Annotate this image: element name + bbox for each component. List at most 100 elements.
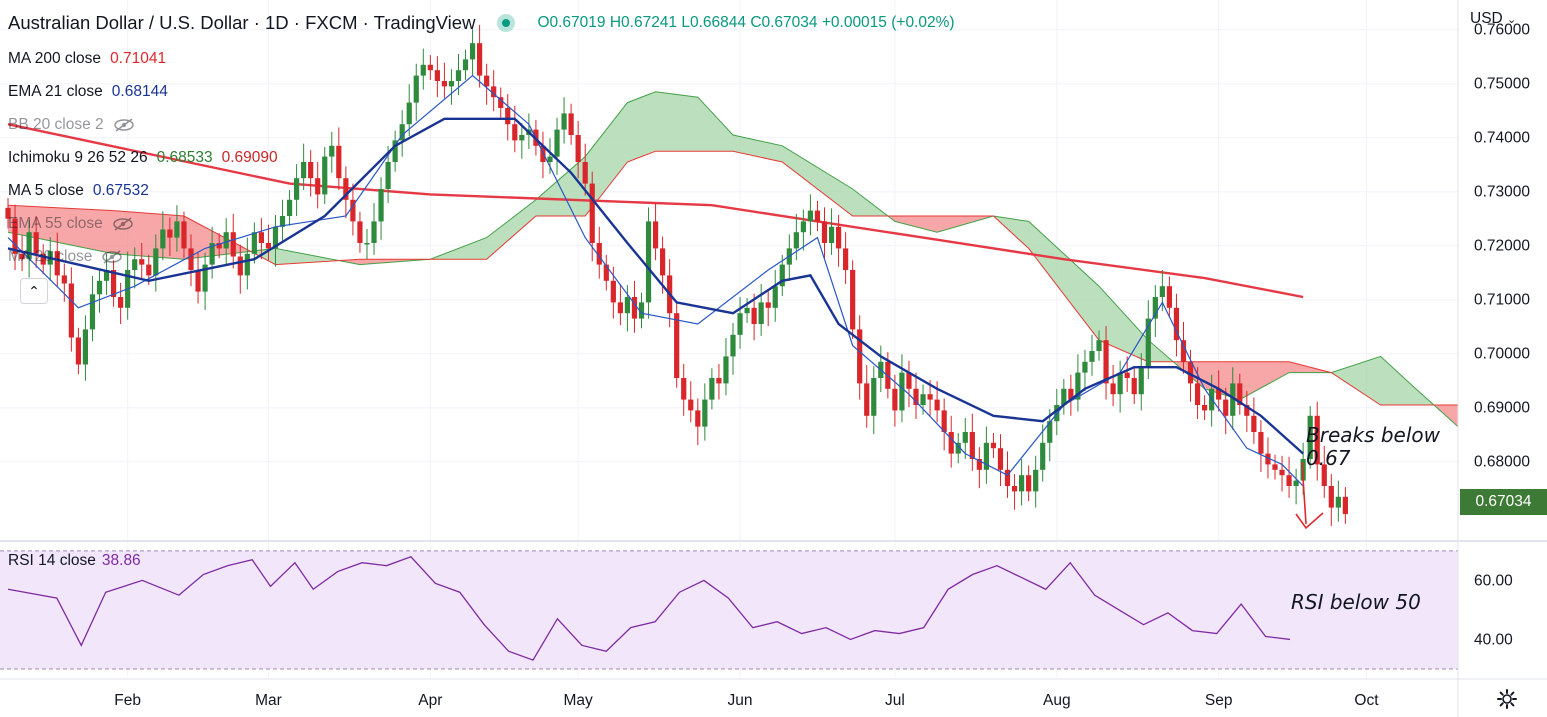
candle-down bbox=[5, 207, 11, 219]
candle-up bbox=[730, 334, 736, 357]
eye-crossed-icon[interactable] bbox=[113, 117, 135, 132]
candle-down bbox=[589, 183, 595, 243]
candle-up bbox=[385, 162, 391, 189]
candle-down bbox=[850, 270, 856, 330]
candle-up bbox=[645, 221, 652, 303]
candle-down bbox=[1011, 486, 1018, 492]
candle-up bbox=[132, 259, 138, 270]
time-tick-label: Jun bbox=[728, 692, 753, 709]
chart-title-bar: Australian Dollar / U.S. Dollar · 1D · F… bbox=[8, 12, 955, 34]
candle-up bbox=[807, 210, 814, 222]
candle-down bbox=[575, 135, 581, 162]
candle-down bbox=[110, 270, 117, 297]
legend-value: 0.68533 bbox=[156, 148, 213, 166]
candle-down bbox=[498, 97, 504, 108]
candle-up bbox=[160, 229, 166, 249]
candle-down bbox=[1187, 361, 1194, 384]
candle-down bbox=[336, 145, 342, 179]
candle-down bbox=[906, 372, 912, 389]
breaks-annotation: Breaks below 0.67 bbox=[1306, 424, 1440, 470]
candle-down bbox=[814, 210, 821, 222]
candle-up bbox=[462, 59, 469, 71]
rsi-value: 38.86 bbox=[101, 552, 141, 569]
candle-up bbox=[709, 378, 715, 400]
candle-down bbox=[68, 283, 74, 338]
rsi-legend[interactable]: RSI 14 close 38.86 bbox=[8, 552, 141, 570]
candle-up bbox=[737, 313, 743, 335]
eye-crossed-icon[interactable] bbox=[112, 216, 134, 231]
candle-down bbox=[1103, 340, 1109, 384]
candle-up bbox=[448, 81, 455, 87]
market-status-icon[interactable] bbox=[497, 14, 516, 32]
legend-ema55[interactable]: EMA 55 close bbox=[8, 207, 287, 240]
price-tick-label: 0.72000 bbox=[1474, 238, 1530, 255]
legend-value-2: 0.69090 bbox=[221, 148, 278, 166]
collapse-legend-button[interactable]: ⌃ bbox=[20, 278, 48, 304]
candle-up bbox=[1082, 361, 1088, 373]
candle-down bbox=[596, 243, 602, 265]
legend-bb20[interactable]: BB 20 close 2 bbox=[8, 108, 287, 141]
candle-down bbox=[1131, 378, 1137, 395]
candle-up bbox=[286, 199, 293, 216]
candle-down bbox=[582, 162, 588, 184]
candle-up bbox=[413, 75, 419, 103]
candle-down bbox=[1237, 383, 1243, 405]
gear-icon[interactable] bbox=[1496, 688, 1518, 710]
candle-down bbox=[61, 275, 67, 284]
candle-down bbox=[969, 432, 975, 459]
candle-down bbox=[1244, 405, 1250, 416]
legend-ma20[interactable]: MA 20 close bbox=[8, 240, 287, 273]
ema21-line bbox=[7, 117, 1304, 455]
cloud-bearish-segment bbox=[891, 216, 994, 233]
legend-ichimoku[interactable]: Ichimoku 9 26 52 26 0.68533 0.69090 bbox=[8, 141, 287, 174]
candle-down bbox=[505, 108, 511, 125]
legend-ema21[interactable]: EMA 21 close 0.68144 bbox=[8, 75, 287, 108]
candle-up bbox=[1293, 480, 1299, 486]
candle-down bbox=[484, 75, 490, 87]
price-tick-label: 0.73000 bbox=[1474, 184, 1530, 201]
candle-down bbox=[765, 302, 771, 308]
rsi-panel: 60.00 40.00 bbox=[0, 550, 1513, 670]
eye-crossed-icon[interactable] bbox=[101, 249, 123, 264]
candle-down bbox=[1216, 388, 1222, 400]
time-tick-label: May bbox=[563, 692, 593, 709]
candle-down bbox=[491, 86, 497, 98]
candle-down bbox=[1110, 383, 1116, 395]
candle-down bbox=[948, 432, 954, 454]
time-tick-label: Mar bbox=[255, 692, 282, 709]
candle-down bbox=[652, 221, 659, 249]
rsi-tick-label: 40.00 bbox=[1474, 631, 1513, 648]
candle-up bbox=[1089, 351, 1095, 362]
candle-down bbox=[188, 248, 194, 270]
candle-down bbox=[913, 388, 919, 405]
candle-down bbox=[617, 302, 623, 314]
candle-up bbox=[800, 221, 806, 233]
candle-up bbox=[638, 302, 645, 319]
candle-up bbox=[301, 162, 307, 179]
candle-up bbox=[828, 226, 835, 243]
cloud-span-a bbox=[7, 91, 1459, 427]
legend-ma5[interactable]: MA 5 close 0.67532 bbox=[8, 174, 287, 207]
candle-down bbox=[265, 243, 272, 249]
candle-down bbox=[315, 178, 321, 195]
legend-ma200[interactable]: MA 200 close 0.71041 bbox=[8, 42, 287, 75]
candle-down bbox=[1265, 453, 1271, 465]
currency-selector[interactable]: USD ⌄ bbox=[1470, 10, 1516, 28]
candle-down bbox=[751, 307, 757, 324]
legend-label: BB 20 close 2 bbox=[8, 115, 104, 133]
candle-down bbox=[568, 113, 574, 135]
candle-down bbox=[603, 264, 609, 281]
cloud-bearish-segment bbox=[8, 205, 251, 260]
legend-value: 0.67532 bbox=[92, 181, 149, 199]
legend-label: MA 200 close bbox=[8, 49, 102, 67]
chevron-up-icon: ⌃ bbox=[28, 282, 40, 299]
candle-up bbox=[89, 294, 96, 330]
legend-label: EMA 21 close bbox=[8, 82, 103, 100]
candle-up bbox=[772, 286, 778, 308]
rsi-band bbox=[0, 550, 1458, 669]
candle-down bbox=[1279, 469, 1285, 476]
candle-up bbox=[1307, 415, 1313, 459]
rsi-tick-label: 60.00 bbox=[1474, 572, 1513, 589]
candle-up bbox=[1040, 442, 1046, 470]
